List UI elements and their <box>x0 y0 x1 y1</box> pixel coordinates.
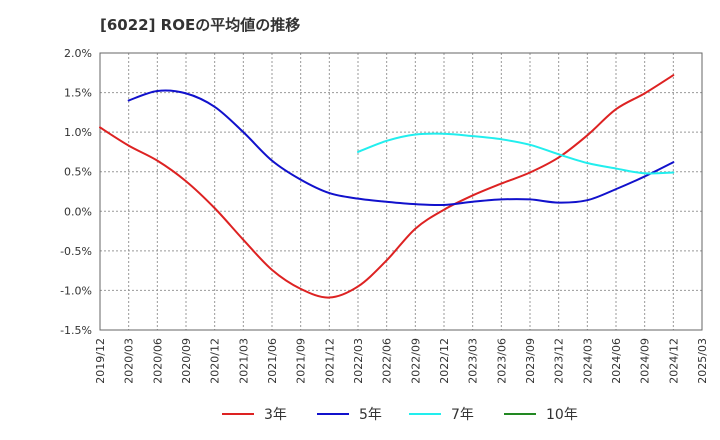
series-line-0 <box>99 74 675 299</box>
x-tick-label: 2022/03 <box>352 338 365 384</box>
legend-label-2: 7年 <box>451 407 474 423</box>
x-tick-label: 2024/03 <box>581 338 594 384</box>
x-tick-label: 2023/09 <box>524 338 537 384</box>
x-tick-label: 2021/03 <box>237 338 250 384</box>
x-tick-label: 2022/09 <box>409 338 422 384</box>
x-tick-label: 2022/06 <box>381 338 394 384</box>
grid-layer <box>100 53 702 330</box>
x-axis-tick-labels: 2019/12 2020/03 2020/06 2020/09 2020/12 2021/… <box>94 338 709 384</box>
x-tick-label: 2021/06 <box>266 338 279 384</box>
series-line-2 <box>357 132 675 175</box>
y-tick-label: 1.5% <box>64 87 92 100</box>
x-tick-label: 2022/12 <box>438 338 451 384</box>
x-tick-label: 2020/09 <box>180 338 193 384</box>
x-tick-label: 2023/03 <box>467 338 480 384</box>
x-tick-label: 2025/03 <box>696 338 709 384</box>
y-tick-label: 0.5% <box>64 166 92 179</box>
x-tick-label: 2024/12 <box>667 338 680 384</box>
legend-label-3: 10年 <box>546 407 578 423</box>
plot-frame <box>99 52 703 331</box>
x-tick-label: 2021/12 <box>323 338 336 384</box>
y-tick-label: -1.0% <box>60 284 92 297</box>
series-layer <box>99 74 675 299</box>
x-tick-label: 2023/12 <box>553 338 566 384</box>
y-tick-label: 1.0% <box>64 126 92 139</box>
legend-label-0: 3年 <box>264 407 287 423</box>
x-tick-label: 2020/12 <box>209 338 222 384</box>
y-tick-label: -1.5% <box>60 324 92 337</box>
legend-label-1: 5年 <box>359 407 382 423</box>
y-tick-label: -0.5% <box>60 245 92 258</box>
y-tick-label: 0.0% <box>64 205 92 218</box>
x-tick-label: 2024/09 <box>639 338 652 384</box>
x-tick-label: 2024/06 <box>610 338 623 384</box>
y-tick-label: 2.0% <box>64 47 92 60</box>
series-line-1 <box>127 89 675 207</box>
x-tick-label: 2019/12 <box>94 338 107 384</box>
x-tick-label: 2021/09 <box>295 338 308 384</box>
x-tick-label: 2020/06 <box>151 338 164 384</box>
legend: 3年 5年 7年 10年 <box>222 407 578 423</box>
x-tick-label: 2023/06 <box>495 338 508 384</box>
y-axis-tick-labels: 2.0% 1.5% 1.0% 0.5% 0.0% -0.5% -1.0% -1.5% <box>60 47 92 337</box>
chart-title: [6022] ROEの平均値の推移 <box>100 16 301 34</box>
x-tick-label: 2020/03 <box>123 338 136 384</box>
